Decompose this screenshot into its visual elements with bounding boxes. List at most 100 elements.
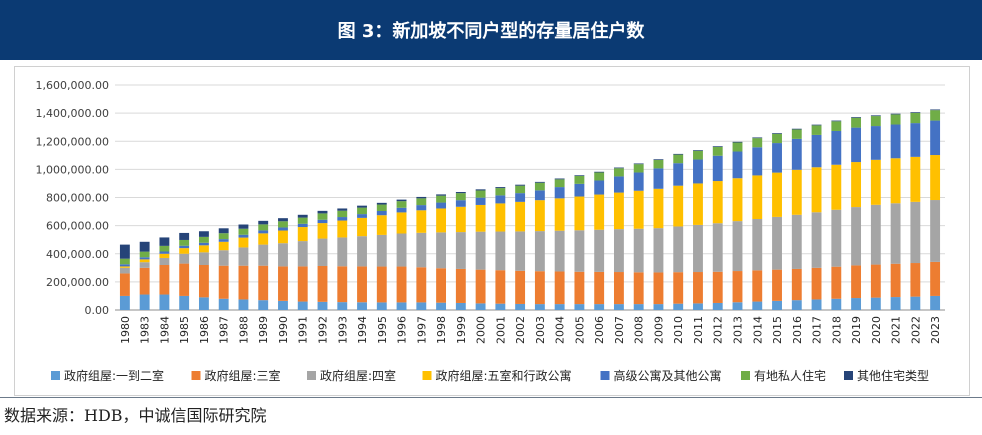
bar-segment xyxy=(297,217,308,224)
bar-segment xyxy=(238,234,249,238)
bar-segment xyxy=(930,155,941,201)
bar-segment xyxy=(653,304,664,310)
bar-segment xyxy=(534,200,545,232)
bar-segment xyxy=(772,143,782,173)
bar-segment xyxy=(455,232,466,269)
bar-segment xyxy=(475,204,486,232)
bar-segment xyxy=(554,178,565,180)
bar-segment xyxy=(416,302,427,310)
x-tick-label: 1995 xyxy=(376,316,389,344)
bar-segment xyxy=(159,257,170,265)
bar-segment xyxy=(238,265,249,300)
bar-segment xyxy=(317,219,328,224)
bar-segment xyxy=(851,207,862,266)
x-tick-label: 1986 xyxy=(198,316,211,344)
bar-segment xyxy=(376,202,387,205)
x-tick-label: 1994 xyxy=(356,316,369,344)
x-tick-label: 2022 xyxy=(909,316,922,344)
bar-segment xyxy=(791,300,802,310)
bar-segment xyxy=(475,189,486,191)
bar-segment xyxy=(594,171,605,173)
bar-segment xyxy=(613,229,624,273)
bar-segment xyxy=(495,188,506,196)
bar-segment xyxy=(712,146,723,147)
bar-segment xyxy=(179,245,190,249)
bar-segment xyxy=(811,134,822,168)
bar-segment xyxy=(772,133,782,144)
bar-segment xyxy=(752,270,763,302)
bar-segment xyxy=(475,231,486,270)
bar-segment xyxy=(396,302,407,310)
bar-segment xyxy=(455,302,466,310)
legend-label: 其他住宅类型 xyxy=(857,368,929,383)
bar-segment xyxy=(139,241,150,252)
bar-segment xyxy=(851,162,862,208)
bar-segment xyxy=(376,234,387,267)
bar-segment xyxy=(851,117,862,128)
bar-segment xyxy=(179,239,190,246)
bar-segment xyxy=(554,271,565,305)
bar-segment xyxy=(297,214,308,218)
bar-segment xyxy=(673,154,684,164)
bar-segment xyxy=(633,172,644,191)
bar-segment xyxy=(554,198,565,231)
bar-segment xyxy=(396,201,407,208)
bar-segment xyxy=(791,214,802,269)
x-tick-label: 1999 xyxy=(455,316,468,344)
bar-segment xyxy=(732,151,743,179)
bar-segment xyxy=(258,230,269,234)
bar-segment xyxy=(693,303,703,310)
x-tick-label: 2015 xyxy=(771,316,784,344)
x-tick-label: 2011 xyxy=(692,316,705,344)
bar-segment xyxy=(376,211,387,216)
bar-segment xyxy=(930,109,941,111)
divider xyxy=(0,397,982,398)
bar-segment xyxy=(831,121,842,131)
bar-segment xyxy=(870,297,881,310)
bar-segment xyxy=(278,227,288,231)
bar-segment xyxy=(653,228,664,273)
bar-segment xyxy=(297,266,308,302)
legend-swatch xyxy=(422,371,432,380)
x-tick-label: 1987 xyxy=(218,316,231,344)
bar-segment xyxy=(436,195,447,203)
bar-segment xyxy=(515,303,526,310)
bar-segment xyxy=(930,200,941,262)
bar-segment xyxy=(554,187,565,199)
bar-segment xyxy=(139,259,150,263)
bar-segment xyxy=(712,181,723,224)
x-tick-label: 2013 xyxy=(732,316,745,344)
bar-segment xyxy=(317,213,328,220)
bar-segment xyxy=(811,212,822,268)
bar-segment xyxy=(613,192,624,230)
y-tick-label: 1,600,000.00 xyxy=(36,79,109,92)
bar-segment xyxy=(732,178,743,222)
bar-segment xyxy=(139,251,150,258)
bar-segment xyxy=(179,263,190,296)
x-tick-label: 1992 xyxy=(317,316,330,344)
bar-segment xyxy=(712,271,723,303)
bar-segment xyxy=(851,127,862,163)
bar-segment xyxy=(791,169,802,215)
y-tick-label: 200,000.00 xyxy=(46,276,109,289)
bar-segment xyxy=(673,153,684,155)
x-tick-label: 2004 xyxy=(554,316,567,344)
bar-segment xyxy=(436,202,447,209)
legend-label: 政府组屋:一到二室 xyxy=(64,368,164,383)
bar-segment xyxy=(811,125,822,135)
x-tick-label: 1998 xyxy=(435,316,448,344)
bar-segment xyxy=(337,266,348,303)
bar-segment xyxy=(218,239,229,242)
bar-segment xyxy=(693,150,703,151)
bar-segment xyxy=(851,117,862,118)
bar-segment xyxy=(159,253,170,258)
bar-segment xyxy=(218,250,229,266)
bar-segment xyxy=(337,220,348,238)
bar-segment xyxy=(811,267,822,300)
y-tick-label: 1,000,000.00 xyxy=(36,163,109,176)
bar-segment xyxy=(633,228,644,273)
bar-segment xyxy=(613,167,624,169)
bar-segment xyxy=(416,196,427,199)
bar-segment xyxy=(357,205,367,208)
bar-segment xyxy=(712,146,723,156)
